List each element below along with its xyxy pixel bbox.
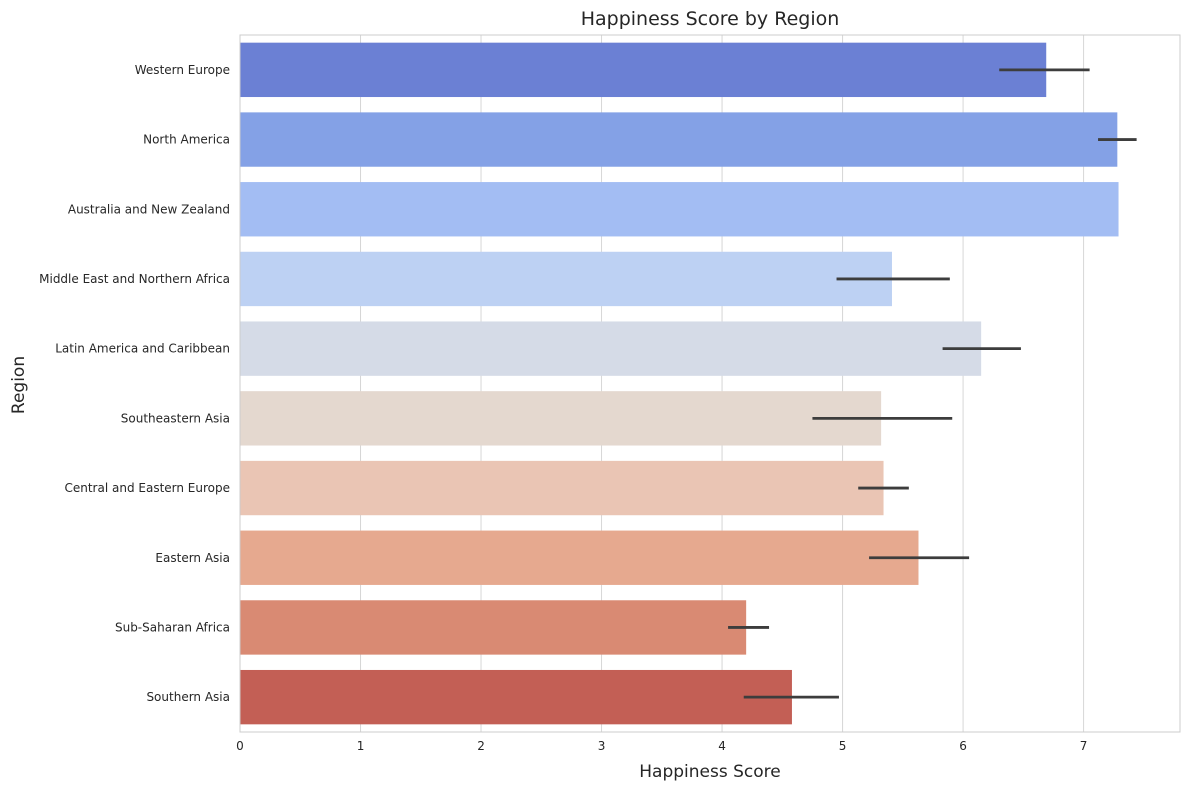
bar [240,600,747,655]
y-tick-label: Sub-Saharan Africa [115,620,230,634]
plot-frame [239,34,1181,733]
bar [240,669,792,725]
y-tick-labels: Western Europe North America Australia and… [39,63,230,704]
bar [240,391,882,446]
error-bar-layer [728,68,1137,699]
bar [240,460,884,516]
bar-layer [240,42,1119,725]
x-axis-label: Happiness Score [639,762,780,782]
y-tick-label: North America [143,133,230,147]
x-tick-label: 1 [357,739,365,753]
x-tick-label: 0 [236,739,244,753]
x-tick-label: 6 [959,739,967,753]
y-tick-label: Southeastern Asia [121,411,230,425]
y-tick-label: Australia and New Zealand [68,202,230,216]
bar [240,112,1118,167]
bar [240,530,919,585]
bar [240,42,1047,98]
x-tick-label: 3 [598,739,606,753]
bar [240,182,1119,237]
bar [240,321,982,376]
y-tick-label: Middle East and Northern Africa [39,272,230,286]
y-tick-label: Southern Asia [146,690,230,704]
x-tick-label: 7 [1080,739,1088,753]
bar [240,251,892,307]
x-tick-labels: 0 1 2 3 4 5 6 7 [236,739,1087,753]
y-tick-label: Western Europe [135,63,230,77]
x-tick-label: 5 [839,739,847,753]
y-tick-label: Eastern Asia [155,551,230,565]
y-tick-label: Central and Eastern Europe [64,481,230,495]
x-tick-label: 4 [718,739,726,753]
x-tick-label: 2 [477,739,485,753]
y-tick-label: Latin America and Caribbean [55,342,230,356]
y-axis-label: Region [9,356,29,414]
chart-title: Happiness Score by Region [581,8,840,30]
